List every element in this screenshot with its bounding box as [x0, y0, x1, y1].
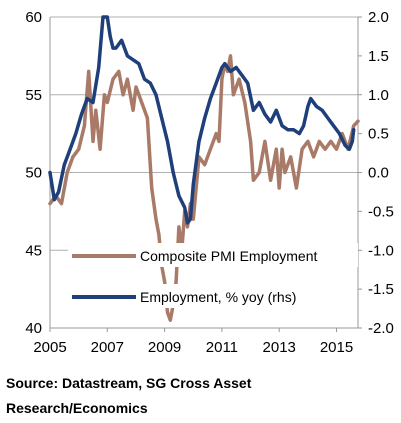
x-axis-ticks: 2005 2007 2009 2011 2013 2015 — [33, 328, 353, 356]
employment-yoy-line — [48, 15, 356, 225]
x-tick-label: 2013 — [263, 339, 296, 356]
left-tick-label: 45 — [25, 242, 42, 259]
x-tick-label: 2005 — [33, 339, 66, 356]
x-tick-label: 2011 — [206, 339, 238, 356]
source-note: Source: Datastream, SG Cross Asset Resea… — [6, 375, 252, 416]
right-tick-label: -0.5 — [368, 203, 394, 220]
x-tick-label: 2009 — [148, 339, 181, 356]
left-tick-label: 50 — [25, 165, 42, 182]
right-tick-label: -2.0 — [368, 320, 394, 337]
x-tick-label: 2007 — [91, 339, 124, 356]
right-tick-label: -1.0 — [368, 242, 394, 259]
right-tick-label: 2.0 — [368, 9, 389, 26]
x-tick-label: 2015 — [320, 339, 353, 356]
right-tick-label: -1.5 — [368, 281, 394, 298]
legend-label: Employment, % yoy (rhs) — [140, 289, 296, 305]
gridlines — [50, 16, 358, 329]
right-tick-label: 0.0 — [368, 165, 389, 182]
left-axis-ticks: 60 55 50 45 40 — [25, 9, 42, 337]
pmi-employment-line — [48, 54, 360, 322]
right-tick-label: 1.5 — [368, 48, 389, 65]
right-axis-ticks: 2.0 1.5 1.0 0.5 0.0 -0.5 -1.0 -1.5 -2.0 — [358, 9, 394, 337]
series-lines — [48, 15, 360, 322]
right-tick-label: 0.5 — [368, 126, 389, 143]
chart: 60 55 50 45 40 2.0 1.5 1.0 0.5 0.0 -0.5 -1.0 -1.5 -2… — [25, 9, 394, 356]
legend: Composite PMI Employment Employment, % yo… — [68, 243, 358, 308]
left-tick-label: 40 — [25, 320, 42, 337]
left-tick-label: 55 — [25, 87, 42, 104]
legend-label: Composite PMI Employment — [140, 248, 318, 264]
left-tick-label: 60 — [25, 9, 42, 26]
right-tick-label: 1.0 — [368, 87, 389, 104]
